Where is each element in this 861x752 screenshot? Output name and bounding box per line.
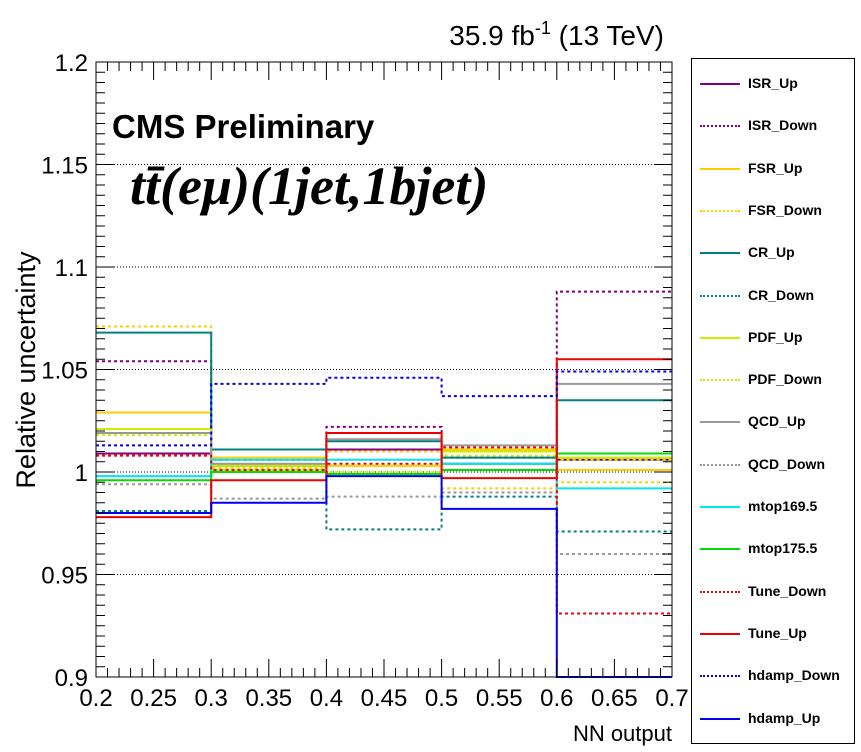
legend-swatch — [700, 675, 740, 678]
legend-item: hdamp_Up — [692, 698, 854, 740]
legend-item: hdamp_Down — [692, 655, 854, 697]
process-label: tt̄(eμ)(1jet,1bjet) — [130, 156, 488, 216]
x-tick-label: 0.35 — [245, 685, 292, 712]
series-Tune_Down — [96, 446, 672, 615]
y-tick-label: 1.2 — [55, 50, 88, 77]
tick-labels: 0.9 0.95 1 1.05 1.1 1.15 1.2 0.2 0.25 0.3 0.35 0.4 0… — [41, 50, 688, 712]
legend-label: mtop169.5 — [748, 498, 818, 514]
legend-label: FSR_Up — [748, 159, 803, 176]
legend-label: CR_Up — [748, 244, 795, 261]
x-axis-label: NN output — [573, 721, 672, 746]
legend-swatch — [700, 463, 740, 466]
legend-swatch — [700, 506, 740, 508]
legend-swatch — [700, 548, 740, 551]
legend-label: Tune_Down — [748, 582, 827, 599]
legend-item: mtop175.5 — [692, 528, 854, 570]
legend-label: CR_Down — [748, 286, 815, 303]
legend-label: FSR_Down — [748, 201, 822, 218]
legend-swatch — [700, 167, 740, 170]
series-Tune_Up — [96, 358, 672, 519]
lumi-header: 35.9 fb-1 (13 TeV) — [449, 18, 664, 51]
x-tick-label: 0.3 — [195, 685, 228, 712]
x-tick-label: 0.25 — [130, 685, 177, 712]
x-tick-label: 0.55 — [476, 685, 523, 712]
legend-swatch — [700, 125, 740, 128]
legend-item: QCD_Down — [692, 444, 854, 486]
series-layer — [96, 290, 672, 678]
x-tick-label: 0.7 — [655, 685, 688, 712]
legend-label: hdamp_Down — [748, 667, 840, 684]
series-hdamp_Down — [96, 370, 672, 447]
legend-label: Tune_Up — [748, 624, 807, 641]
axis-ticks — [95, 61, 673, 678]
legend-label: mtop175.5 — [748, 540, 818, 557]
series-QCD_Down — [96, 483, 672, 555]
y-tick-label: 1.1 — [55, 255, 88, 282]
legend-swatch — [700, 336, 740, 339]
legend-item: ISR_Up — [692, 63, 854, 105]
legend-label: hdamp_Up — [748, 709, 821, 726]
x-tick-label: 0.4 — [310, 685, 343, 712]
legend-swatch — [700, 83, 740, 85]
legend-item: FSR_Up — [692, 148, 854, 190]
x-tick-label: 0.6 — [540, 685, 573, 712]
x-tick-label: 0.5 — [425, 685, 458, 712]
x-tick-label: 0.65 — [591, 685, 638, 712]
legend-label: QCD_Down — [748, 455, 825, 472]
legend-swatch — [700, 632, 740, 635]
y-tick-label: 1.15 — [41, 153, 88, 180]
legend-item: CR_Up — [692, 232, 854, 274]
grid-lines — [96, 164, 672, 575]
legend-item: Tune_Down — [692, 571, 854, 613]
legend-item: CR_Down — [692, 275, 854, 317]
legend-label: PDF_Down — [748, 371, 822, 388]
series-FSR_Down — [96, 325, 672, 490]
legend-swatch — [700, 252, 740, 255]
legend-label: PDF_Up — [748, 328, 803, 345]
legend-label: ISR_Up — [748, 75, 798, 91]
legend-swatch — [700, 590, 740, 593]
legend-item: FSR_Down — [692, 190, 854, 232]
legend-item: QCD_Up — [692, 401, 854, 443]
legend-swatch — [700, 209, 740, 212]
legend-label: ISR_Down — [748, 117, 818, 134]
legend: ISR_Up ISR_Down FSR_Up FSR_Down CR_Up CR_Down… — [691, 58, 855, 744]
y-tick-label: 0.9 — [55, 665, 88, 692]
y-axis-label: Relative uncertainty — [11, 251, 41, 489]
y-tick-label: 1 — [75, 460, 88, 487]
legend-item: PDF_Down — [692, 359, 854, 401]
x-tick-label: 0.45 — [361, 685, 408, 712]
x-tick-label: 0.2 — [79, 685, 112, 712]
y-tick-label: 1.05 — [41, 358, 88, 385]
legend-swatch — [700, 717, 740, 720]
legend-item: Tune_Up — [692, 613, 854, 655]
cms-label: CMS Preliminary — [112, 108, 375, 145]
legend-label: QCD_Up — [748, 413, 806, 430]
legend-item: ISR_Down — [692, 105, 854, 147]
legend-item: PDF_Up — [692, 317, 854, 359]
legend-swatch — [700, 294, 740, 297]
y-tick-label: 0.95 — [41, 563, 88, 590]
legend-item: mtop169.5 — [692, 486, 854, 528]
series-hdamp_Up — [96, 475, 672, 678]
legend-swatch — [700, 421, 740, 424]
legend-swatch — [700, 379, 740, 382]
